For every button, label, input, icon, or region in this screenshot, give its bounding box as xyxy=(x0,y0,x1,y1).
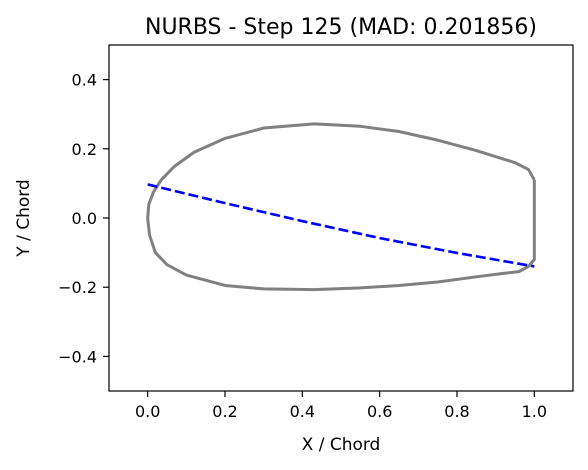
x-tick-label: 0.0 xyxy=(135,402,160,421)
y-tick-label: 0.2 xyxy=(72,140,97,159)
tick-layer: 0.0 0.2 0.4 0.6 0.8 1.0 −0.4 −0.2 0.0 0.2 0.4 xyxy=(58,71,547,421)
series-line-dashed xyxy=(147,183,535,268)
series-layer xyxy=(146,122,536,292)
y-tick-label: −0.4 xyxy=(58,347,97,366)
x-tick-label: 1.0 xyxy=(522,402,547,421)
y-tick-label: −0.2 xyxy=(58,278,97,297)
x-tick-label: 0.4 xyxy=(290,402,315,421)
chart-title: NURBS - Step 125 (MAD: 0.201856) xyxy=(145,15,537,40)
series-line-solid xyxy=(146,122,536,292)
x-axis-label: X / Chord xyxy=(302,435,381,455)
x-tick-label: 0.8 xyxy=(444,402,469,421)
y-tick-label: 0.0 xyxy=(72,209,97,228)
x-tick-label: 0.2 xyxy=(212,402,237,421)
x-tick-label: 0.6 xyxy=(367,402,392,421)
plot-area-frame xyxy=(108,44,574,392)
y-axis-label: Y / Chord xyxy=(14,179,34,257)
y-tick-label: 0.4 xyxy=(72,71,97,90)
